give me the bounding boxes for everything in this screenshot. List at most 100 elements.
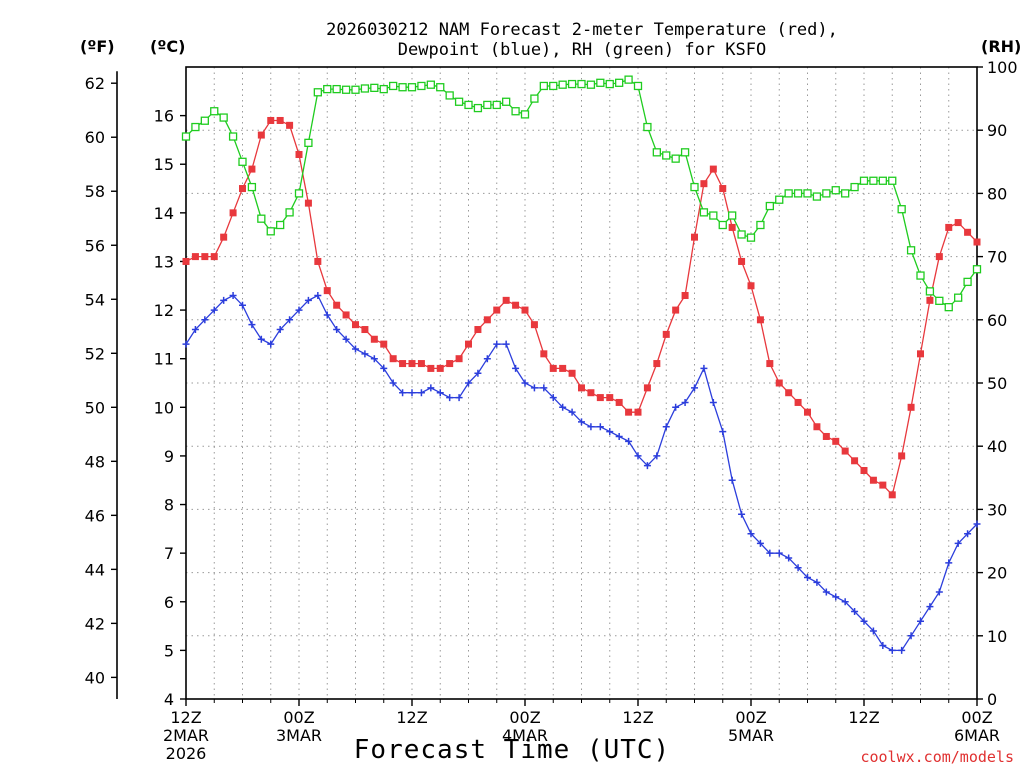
temperature-point <box>427 364 435 372</box>
rh-point <box>972 265 982 274</box>
series-rh <box>181 75 982 312</box>
dewpoint-point <box>719 428 727 436</box>
temperature-point <box>832 437 840 445</box>
rh-point <box>210 107 219 116</box>
rh-point <box>492 100 501 110</box>
temperature-point <box>512 301 520 309</box>
rh-tick-label: 60 <box>987 311 1007 330</box>
temperature-point <box>182 257 190 265</box>
celsius-tick-label: 7 <box>164 544 174 563</box>
temperature-point <box>888 491 896 499</box>
celsius-tick-label: 10 <box>154 398 174 417</box>
rh-point <box>643 122 652 132</box>
dewpoint-point <box>625 437 633 445</box>
temperature-point <box>578 384 585 392</box>
x-tick-label: 12Z <box>848 708 879 727</box>
temperature-point <box>559 364 567 372</box>
temperature-point <box>295 151 303 159</box>
temperature-point <box>361 326 369 334</box>
temperature-point <box>954 219 962 227</box>
rh-point <box>445 91 454 100</box>
rh-point <box>812 192 822 201</box>
rh-tick-label: 100 <box>987 58 1018 77</box>
tick-labels: 4567891011121314151640424446485052545658… <box>85 58 1018 763</box>
dewpoint-point <box>229 291 237 299</box>
x-tick-label: 12Z <box>396 708 427 727</box>
rh-point <box>690 182 699 192</box>
celsius-tick-label: 12 <box>154 301 174 320</box>
temperature-point <box>191 253 199 261</box>
temperature-point <box>747 282 755 290</box>
dewpoint-point <box>455 394 463 402</box>
x-tick-label: 00Z <box>509 708 540 727</box>
dewpoint-point <box>248 321 256 329</box>
rh-point <box>276 220 285 230</box>
rh-point <box>332 84 341 94</box>
temperature-point <box>436 364 444 372</box>
temperature-point <box>973 238 981 246</box>
dewpoint-point <box>286 316 294 324</box>
rh-point <box>935 296 944 305</box>
rh-point <box>793 189 803 198</box>
temperature-point <box>813 423 821 431</box>
rh-point <box>615 78 624 87</box>
temperature-point <box>474 326 482 334</box>
temperature-point <box>898 452 906 460</box>
temperature-point <box>380 340 388 348</box>
temperature-point <box>530 321 538 329</box>
dewpoint-point <box>643 462 651 470</box>
temperature-point <box>201 253 209 261</box>
dewpoint-point <box>257 335 265 343</box>
dewpoint-point <box>191 326 199 334</box>
dewpoint-point <box>851 607 859 615</box>
chart-title-line1: 2026030212 NAM Forecast 2-meter Temperat… <box>326 20 838 40</box>
temperature-point <box>681 291 689 299</box>
temperature-point <box>342 311 350 319</box>
fahrenheit-tick-label: 44 <box>85 560 105 579</box>
rh-point <box>247 182 257 192</box>
dewpoint-point <box>389 379 397 387</box>
dewpoint-point <box>220 296 228 304</box>
dewpoint-point <box>709 398 717 406</box>
rh-tick-label: 20 <box>987 564 1007 583</box>
temperature-point <box>672 306 680 314</box>
rh-point <box>841 189 850 198</box>
data-series <box>181 75 982 654</box>
rh-point <box>869 176 878 185</box>
dewpoint-point <box>954 539 962 547</box>
celsius-tick-label: 16 <box>154 107 174 126</box>
rh-point <box>577 79 586 89</box>
temperature-point <box>917 350 924 358</box>
rh-point <box>586 80 596 89</box>
dewpoint-point <box>813 578 821 586</box>
rh-point <box>502 97 511 106</box>
dewpoint-point <box>587 423 595 431</box>
temperature-point <box>964 228 972 236</box>
dewpoint-point <box>917 617 924 625</box>
celsius-unit-label: (ºC) <box>150 37 185 56</box>
rh-point <box>671 154 680 163</box>
rh-point <box>360 84 370 93</box>
rh-point <box>925 287 935 296</box>
x-tick-label: 00Z <box>735 708 766 727</box>
rh-point <box>181 132 191 141</box>
rh-point <box>464 100 473 110</box>
dewpoint-point <box>756 539 764 547</box>
dewpoint-point <box>370 355 378 363</box>
rh-tick-label: 80 <box>987 184 1007 203</box>
rh-point <box>756 220 765 230</box>
rh-point <box>530 94 539 103</box>
dewpoint-point <box>502 340 510 348</box>
temperature-point <box>926 296 934 304</box>
dewpoint-point <box>295 306 303 314</box>
rh-tick-label: 10 <box>987 627 1007 646</box>
rh-point <box>888 176 897 185</box>
temperature-point <box>945 223 953 231</box>
dewpoint-point <box>841 598 849 606</box>
dewpoint-point <box>417 389 425 397</box>
fahrenheit-tick-label: 42 <box>85 614 105 633</box>
temperature-point <box>775 379 783 387</box>
rh-point <box>624 75 633 84</box>
dewpoint-point <box>267 340 275 348</box>
rh-tick-label: 30 <box>987 500 1007 519</box>
